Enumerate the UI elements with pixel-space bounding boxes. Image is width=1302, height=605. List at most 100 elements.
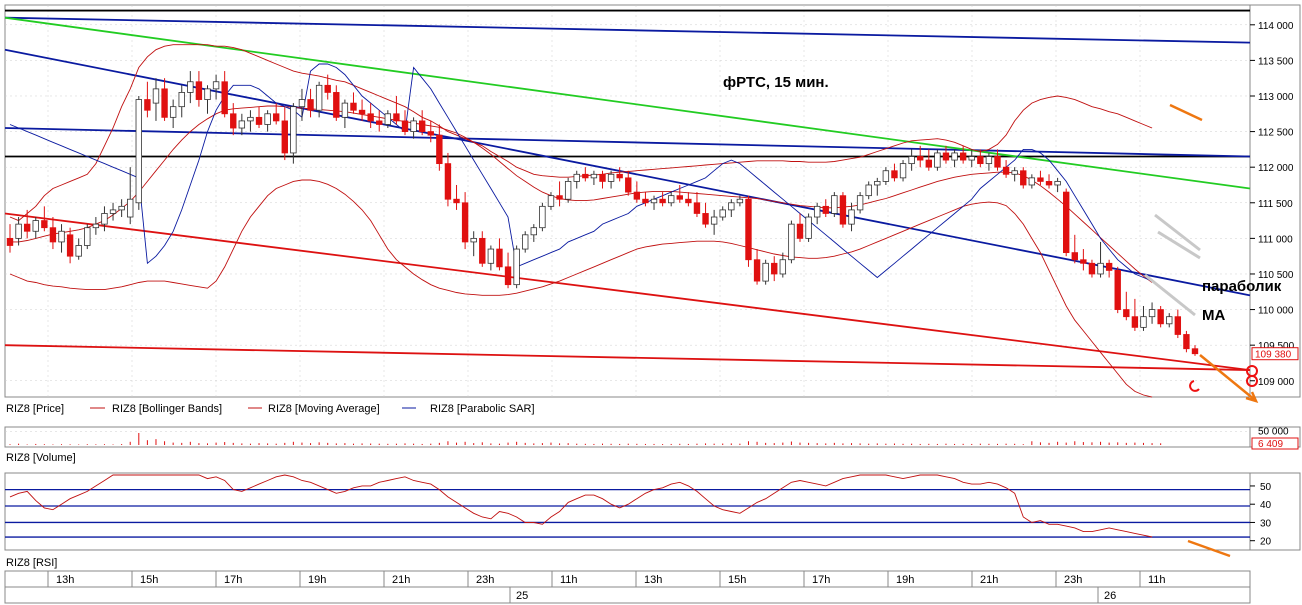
candle-body [1123,309,1130,318]
last-volume-label: 6 409 [1258,439,1283,450]
time-tick-label: 17h [812,574,830,586]
candle-body [101,213,108,225]
candle-body [513,248,520,286]
candle-body [564,181,572,200]
candle-body [204,88,211,100]
candle-body [238,120,246,129]
candle-body [848,209,855,225]
rsi-line: 50 40 30 20 [5,474,1272,548]
candle-body [273,113,280,122]
price-tick-label: 113 500 [1258,56,1294,67]
candle-body [401,120,409,132]
candle-body [813,205,821,218]
time-tick-label: 17h [224,574,242,586]
candle-body [530,227,537,236]
bollinger-bands [9,44,1153,398]
candle-body [221,81,228,115]
legend-bollinger-label: RIZ8 [Bollinger Bands] [112,403,222,415]
candle-body [161,88,168,118]
rsi-axis-panel [1249,472,1301,551]
candle-body [1157,309,1164,325]
candle-body [616,173,623,179]
candle-body [6,237,14,246]
candle-body [127,198,134,218]
candle-body [908,156,915,165]
candle-body [891,170,898,179]
last-price-label: 109 380 [1255,350,1292,361]
trend-line [4,16,1251,190]
price-tick-label: 112 500 [1258,128,1294,139]
candle-body [959,152,967,161]
price-axis-panel [1249,4,1301,398]
candle-body [32,220,39,232]
candle-body [582,173,589,179]
volume-tick-label: 50 000 [1258,427,1289,438]
candle-body [659,198,666,204]
candle-body [290,106,297,154]
rsi-tick-label: 20 [1260,537,1272,548]
candle-body [23,223,31,232]
candle-body [470,237,477,243]
candle-body [1002,166,1010,175]
candle-body [1037,177,1044,182]
candle-body [599,173,606,182]
bollinger-upper [9,44,1153,222]
candle-body [1131,316,1139,328]
candle-body [178,92,185,108]
parabolic-sar [9,63,1153,282]
candle-body [384,113,392,125]
candle-body [573,173,580,182]
candle-body [453,198,460,204]
candle-body [255,116,263,125]
candle-body [968,156,975,161]
candle-body [788,223,795,261]
time-tick-label: 23h [1064,574,1082,586]
candle-body [942,152,950,161]
last-volume-box [1251,437,1299,450]
candle-body [917,156,924,161]
candle-body [444,163,452,200]
candle-body [410,120,417,132]
candle-body [994,156,1001,168]
candle-body [49,227,57,243]
candle-body [504,266,512,286]
legend-ma-label: RIZ8 [Moving Average] [268,403,380,415]
candle-body [977,156,984,165]
candle-body [1020,170,1027,186]
rsi-tick-label: 40 [1260,500,1272,511]
candle-body [985,156,993,165]
time-tick-label: 19h [896,574,914,586]
candle-body [693,202,701,214]
price-tick-label: 109 500 [1258,341,1295,352]
candle-body [281,120,288,154]
orange-arrowhead [1245,391,1259,403]
moving-average [10,105,1153,283]
trend-line [4,48,1251,297]
candle-body [1028,177,1036,186]
legend-sar-label: RIZ8 [Parabolic SAR] [430,403,535,415]
candle-body [427,131,434,136]
candle-body [839,195,847,225]
candle-body [874,181,881,186]
orange-arrow-rsi [1187,539,1231,558]
candle-body [685,198,692,204]
candle-body [307,99,314,111]
bollinger-lower [9,179,1153,398]
rsi-series-line [9,474,1153,538]
rsi-tick-label: 50 [1260,482,1272,493]
time-tick-label: 13h [644,574,662,586]
candle-body [856,195,864,211]
time-tick-label: 11h [560,574,578,586]
day-label: 25 [516,590,528,602]
candle-body [247,116,254,122]
candle-body [66,234,74,257]
candle-body [805,216,812,239]
candle-body [230,113,237,129]
candle-body [315,84,323,111]
candle-body [436,134,443,165]
candle-body [333,92,340,118]
price-tick-label: 110 500 [1258,270,1294,281]
candle-body [461,202,469,243]
candle-body [152,88,160,104]
